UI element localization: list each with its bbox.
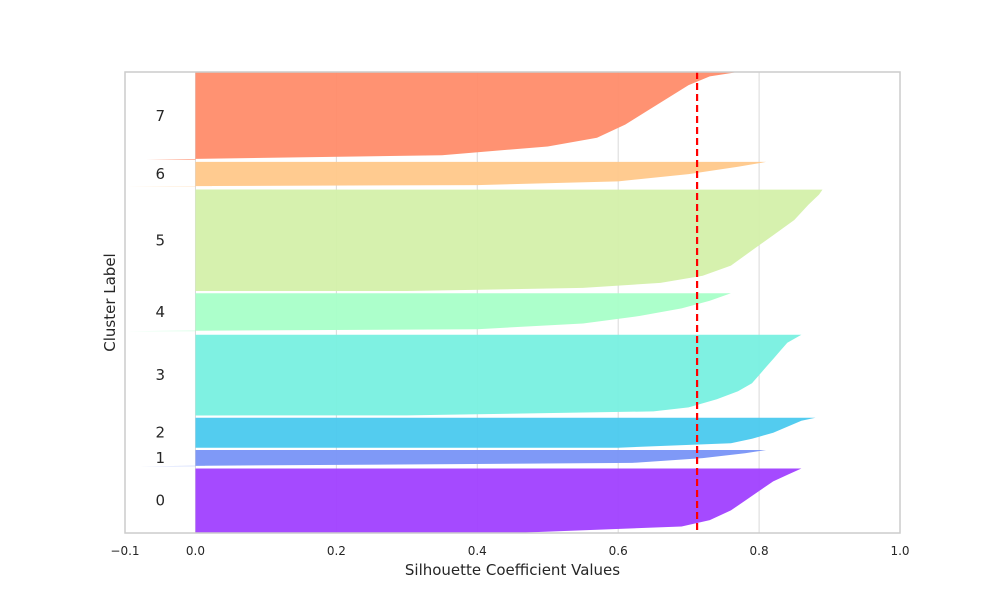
- x-tick-label: 0.6: [609, 544, 628, 558]
- x-axis-label: Silhouette Coefficient Values: [405, 561, 620, 579]
- cluster-label-1: 1: [155, 449, 165, 467]
- cluster-3-silhouette: [195, 334, 802, 416]
- cluster-label-0: 0: [155, 492, 165, 510]
- cluster-5-silhouette: [195, 189, 823, 291]
- cluster-label-5: 5: [155, 231, 165, 249]
- x-tick-label: 0.2: [327, 544, 346, 558]
- x-tick-label: 0.0: [186, 544, 205, 558]
- x-tick-label: 1.0: [890, 544, 909, 558]
- x-tick-label: 0.4: [468, 544, 487, 558]
- x-tick-label: 0.8: [750, 544, 769, 558]
- cluster-7-silhouette: [146, 72, 739, 160]
- plot-frame: [124, 71, 901, 534]
- cluster-0-silhouette: [195, 468, 802, 533]
- cluster-label-3: 3: [155, 366, 165, 384]
- cluster-silhouettes: [125, 72, 823, 533]
- cluster-label-6: 6: [155, 165, 165, 183]
- x-tick-labels: −0.1 0.0 0.2 0.4 0.6 0.8 1.0: [110, 544, 909, 558]
- x-tick-label: −0.1: [110, 544, 139, 558]
- cluster-6-silhouette: [125, 161, 767, 187]
- cluster-label-4: 4: [155, 303, 165, 321]
- cluster-labels: 0 1 2 3 4 5 6 7: [155, 107, 165, 510]
- cluster-label-7: 7: [155, 107, 165, 125]
- cluster-2-silhouette: [195, 417, 816, 448]
- cluster-4-silhouette: [125, 293, 731, 332]
- cluster-1-silhouette: [139, 450, 767, 467]
- cluster-label-2: 2: [155, 424, 165, 442]
- y-axis-label: Cluster Label: [101, 253, 119, 351]
